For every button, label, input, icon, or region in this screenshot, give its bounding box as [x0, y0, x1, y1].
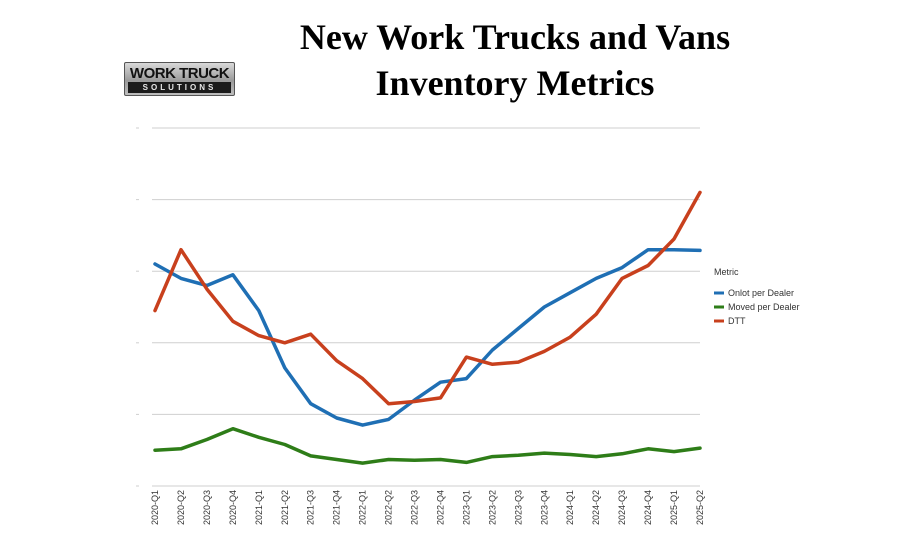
x-tick-label: 2020-Q4 [228, 490, 238, 525]
chart-title-line-2: Inventory Metrics [375, 63, 655, 103]
x-tick-label: 2024-Q3 [617, 490, 627, 525]
x-tick-label: 2024-Q2 [591, 490, 601, 525]
legend-label: Onlot per Dealer [728, 288, 794, 298]
x-tick-label: 2023-Q4 [539, 490, 549, 525]
x-tick-label: 2024-Q1 [565, 490, 575, 525]
x-tick-label: 2022-Q4 [435, 490, 445, 525]
x-tick-label: 2021-Q2 [280, 490, 290, 525]
legend-label: Moved per Dealer [728, 302, 800, 312]
grid-lines [136, 127, 700, 487]
x-tick-label: 2025-Q1 [669, 490, 679, 525]
legend-title: Metric [714, 267, 739, 277]
x-tick-label: 2022-Q2 [384, 490, 394, 525]
legend: Metric Onlot per Dealer Moved per Dealer DT… [714, 267, 800, 326]
x-tick-label: 2022-Q1 [358, 490, 368, 525]
x-tick-label: 2023-Q1 [461, 490, 471, 525]
series-lines [153, 190, 702, 465]
x-tick-label: 2024-Q4 [643, 490, 653, 525]
chart-title-line-1: New Work Trucks and Vans [299, 17, 731, 57]
series-line-onlot-per-dealer [153, 247, 702, 427]
logo-sub-text: SOLUTIONS [128, 82, 231, 93]
x-tick-label: 2023-Q3 [513, 490, 523, 525]
x-tick-label: 2023-Q2 [487, 490, 497, 525]
x-tick-label: 2025-Q2 [695, 490, 705, 525]
x-tick-label: 2021-Q4 [332, 490, 342, 525]
x-tick-label: 2020-Q1 [150, 490, 160, 525]
x-axis-tick-labels: 2020-Q1 2020-Q2 2020-Q3 2020-Q4 2021-Q1 2021-… [150, 490, 705, 525]
x-tick-label: 2020-Q2 [176, 490, 186, 525]
x-tick-label: 2021-Q3 [306, 490, 316, 525]
x-tick-label: 2022-Q3 [410, 490, 420, 525]
x-tick-label: 2021-Q1 [254, 490, 264, 525]
x-tick-label: 2020-Q3 [202, 490, 212, 525]
legend-label: DTT [728, 316, 746, 326]
logo-main-text: WORK TRUCK [129, 65, 230, 82]
chart-title: New Work Trucks and Vans Inventory Metri… [240, 14, 790, 106]
work-truck-solutions-logo: WORK TRUCK SOLUTIONS [124, 62, 235, 96]
series-line-moved-per-dealer [153, 426, 702, 465]
series-line-dtt [153, 190, 702, 406]
